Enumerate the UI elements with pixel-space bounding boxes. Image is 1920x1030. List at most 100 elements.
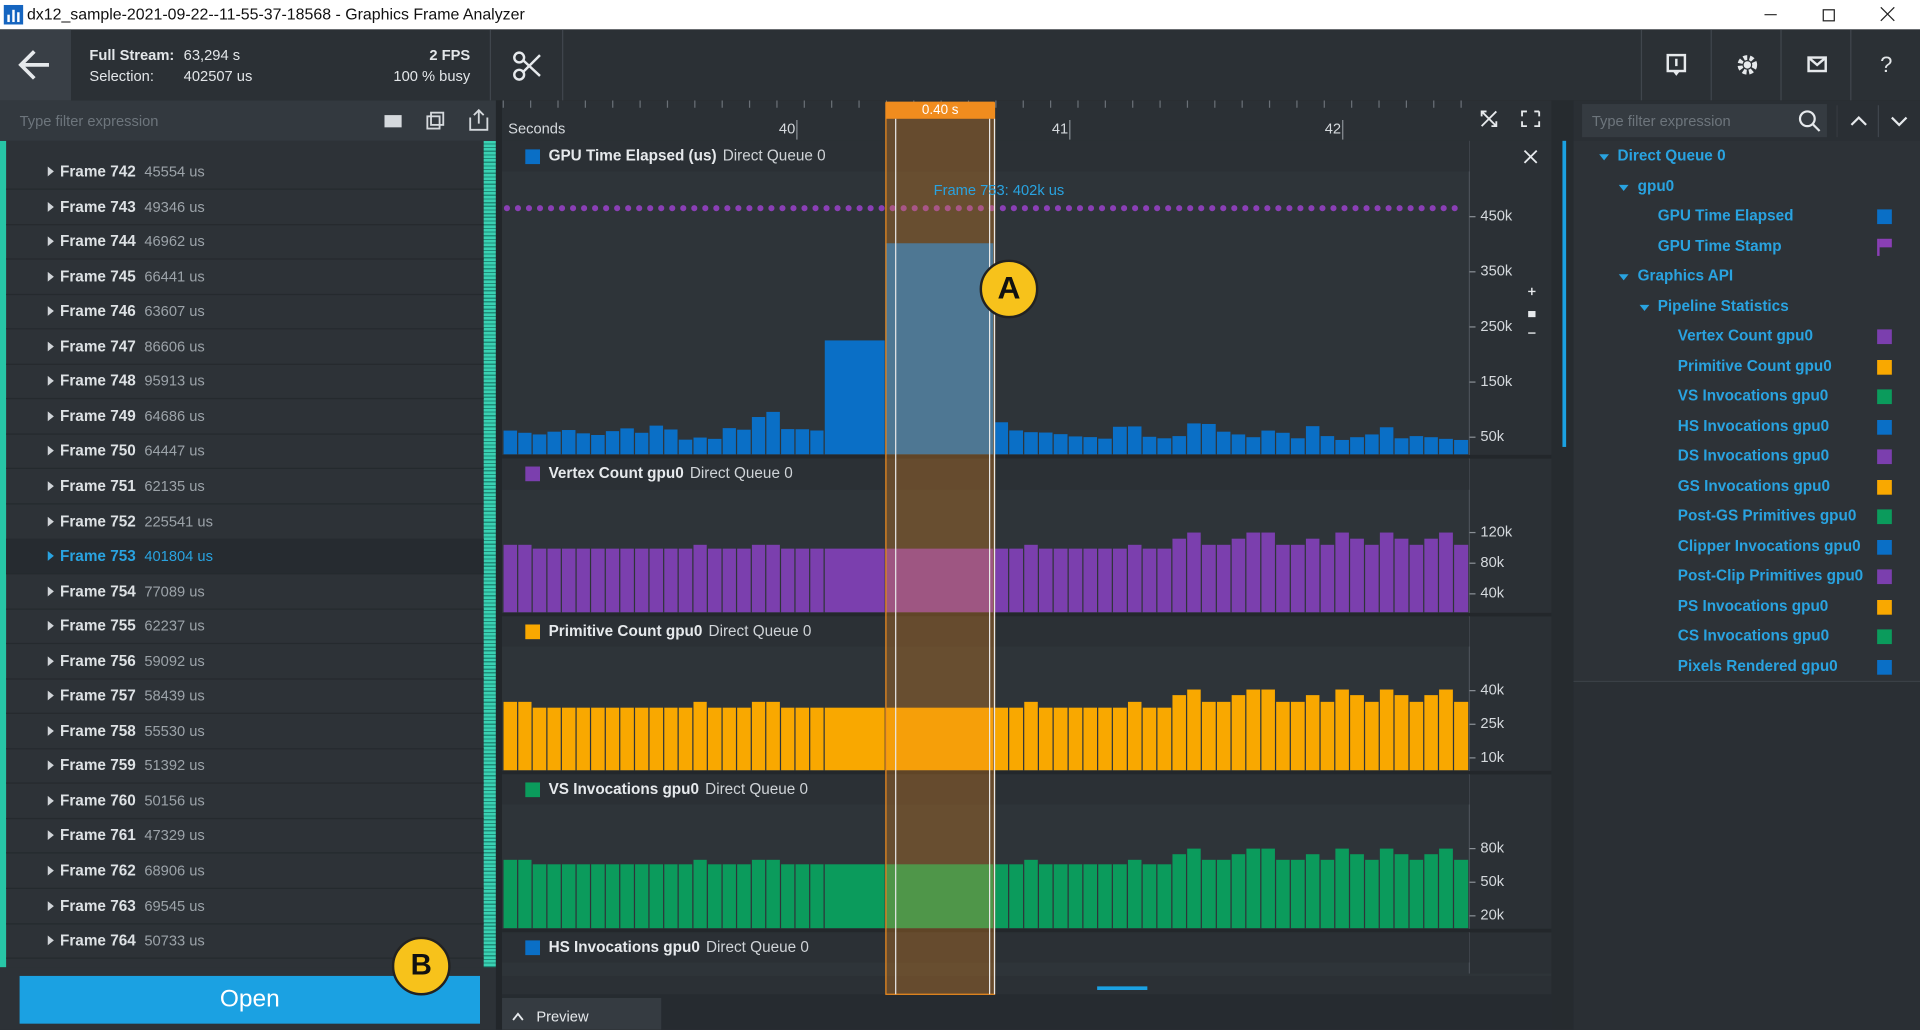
expand-arrow — [48, 376, 54, 386]
frame-label: Frame 75659092 us — [60, 652, 205, 669]
tree-label[interactable]: VS Invocations gpu0 — [1678, 387, 1829, 404]
selection-duration: 0.40 s — [922, 102, 959, 117]
tree-scroll[interactable] — [1562, 141, 1566, 447]
tree-label[interactable]: GPU Time Stamp — [1658, 237, 1782, 254]
bar — [533, 864, 547, 928]
bar — [1306, 539, 1320, 613]
tree-label[interactable]: GS Invocations gpu0 — [1678, 477, 1830, 494]
frame-row[interactable]: Frame 75758439 us — [6, 679, 484, 715]
tree-chevron[interactable] — [1639, 304, 1649, 310]
tree-chevron[interactable] — [1619, 184, 1629, 190]
tree-label[interactable]: gpu0 — [1638, 177, 1675, 194]
color-swatch[interactable] — [1877, 479, 1892, 494]
frame-row[interactable]: Frame 75064447 us — [6, 434, 484, 470]
y-tick-label: 25k — [1480, 716, 1504, 732]
bar — [1172, 695, 1186, 770]
y-tick-label: 450k — [1480, 209, 1513, 225]
frame-row[interactable]: Frame 75162135 us — [6, 469, 484, 505]
window-controls[interactable] — [1751, 0, 1920, 29]
bar — [577, 433, 590, 454]
tree-label[interactable]: Pixels Rendered gpu0 — [1678, 657, 1838, 674]
tree-label[interactable]: HS Invocations gpu0 — [1678, 417, 1829, 434]
color-swatch[interactable] — [1877, 659, 1892, 674]
frame-row[interactable]: Frame 76147329 us — [6, 818, 484, 854]
bar — [1261, 533, 1275, 613]
tree-label[interactable]: CS Invocations gpu0 — [1678, 627, 1829, 644]
back-button[interactable] — [0, 29, 71, 100]
track-queue: Direct Queue 0 — [723, 148, 826, 165]
tree-label[interactable]: PS Invocations gpu0 — [1678, 597, 1829, 614]
cut-button[interactable] — [490, 29, 563, 100]
color-swatch[interactable] — [1877, 629, 1892, 644]
bar — [1232, 695, 1246, 770]
filter-placeholder[interactable]: Type filter expression — [20, 113, 159, 130]
tree-chevron[interactable] — [1599, 154, 1609, 160]
frame-row[interactable]: Frame 74964686 us — [6, 399, 484, 435]
help-button[interactable]: ? — [1850, 29, 1920, 100]
frame-row[interactable]: Frame 74663607 us — [6, 294, 484, 330]
frame-row[interactable]: Frame 74895913 us — [6, 364, 484, 400]
color-swatch[interactable] — [1877, 599, 1892, 614]
tree-label[interactable]: Clipper Invocations gpu0 — [1678, 537, 1861, 554]
color-swatch[interactable] — [1877, 539, 1892, 554]
expand-arrow — [48, 167, 54, 177]
frame-time: 95913 us — [144, 373, 204, 390]
expand-arrow — [48, 936, 54, 946]
frame-row[interactable]: Frame 75477089 us — [6, 574, 484, 610]
tree-label[interactable]: Post-GS Primitives gpu0 — [1678, 507, 1857, 524]
color-swatch[interactable] — [1877, 209, 1892, 224]
bar — [1069, 708, 1083, 771]
frame-row[interactable]: Frame 75855530 us — [6, 714, 484, 750]
color-swatch[interactable] — [1877, 359, 1892, 374]
color-swatch[interactable] — [1877, 509, 1892, 524]
color-swatch[interactable] — [1877, 389, 1892, 404]
frame-row[interactable]: Frame 74245554 us — [6, 154, 484, 190]
frame-row[interactable]: Frame 76268906 us — [6, 853, 484, 889]
bar — [1365, 545, 1379, 612]
color-swatch[interactable] — [1877, 419, 1892, 434]
frame-row[interactable]: Frame 752225541 us — [6, 504, 484, 540]
bar — [547, 432, 560, 455]
bar — [1276, 860, 1290, 928]
frame-row[interactable]: Frame 753401804 us — [6, 539, 484, 575]
frame-row[interactable]: Frame 76050156 us — [6, 784, 484, 820]
title-bar: dx12_sample-2021-09-22--11-55-37-18568 -… — [0, 0, 1920, 29]
tree-label[interactable]: Graphics API — [1638, 267, 1734, 284]
restore[interactable] — [1823, 10, 1834, 21]
report-button[interactable] — [1641, 29, 1712, 100]
bar — [796, 708, 810, 771]
tree-label[interactable]: DS Invocations gpu0 — [1678, 447, 1829, 464]
settings-button[interactable] — [1711, 29, 1782, 100]
frame-row[interactable]: Frame 74786606 us — [6, 329, 484, 365]
tree-label[interactable]: Direct Queue 0 — [1618, 147, 1726, 164]
bar — [1335, 849, 1349, 929]
color-swatch[interactable] — [1877, 569, 1892, 584]
filter-icons[interactable] — [373, 100, 495, 140]
tree-label[interactable]: Primitive Count gpu0 — [1678, 357, 1832, 374]
selection-label: Selection: — [89, 67, 154, 84]
tree-label[interactable]: Post-Clip Primitives gpu0 — [1678, 567, 1863, 584]
frame-row[interactable]: Frame 76369545 us — [6, 888, 484, 924]
lock-icon[interactable] — [1528, 311, 1535, 317]
color-swatch[interactable] — [1877, 449, 1892, 464]
frame-scrollbar[interactable] — [484, 141, 496, 968]
tree-label[interactable]: Pipeline Statistics — [1658, 297, 1789, 314]
frame-row[interactable]: Frame 74446962 us — [6, 224, 484, 260]
color-swatch[interactable] — [1877, 329, 1892, 344]
frame-row[interactable]: Frame 75659092 us — [6, 644, 484, 680]
frame-row[interactable]: Frame 74566441 us — [6, 259, 484, 295]
scissors-icon — [491, 29, 562, 100]
tree-chevron[interactable] — [1619, 274, 1629, 280]
frame-row[interactable]: Frame 74349346 us — [6, 189, 484, 225]
frame-row[interactable]: Frame 75562237 us — [6, 609, 484, 645]
bar — [1246, 690, 1260, 771]
expand-arrow — [48, 621, 54, 631]
frame-label: Frame 74446962 us — [60, 233, 205, 250]
metric-filter[interactable]: Type filter expression — [1582, 104, 1827, 137]
frame-row[interactable]: Frame 75951392 us — [6, 749, 484, 785]
tree-label[interactable]: GPU Time Elapsed — [1658, 207, 1794, 224]
tree-label[interactable]: Vertex Count gpu0 — [1678, 327, 1813, 344]
mail-button[interactable] — [1780, 29, 1851, 100]
tree-nav[interactable] — [1837, 100, 1920, 140]
